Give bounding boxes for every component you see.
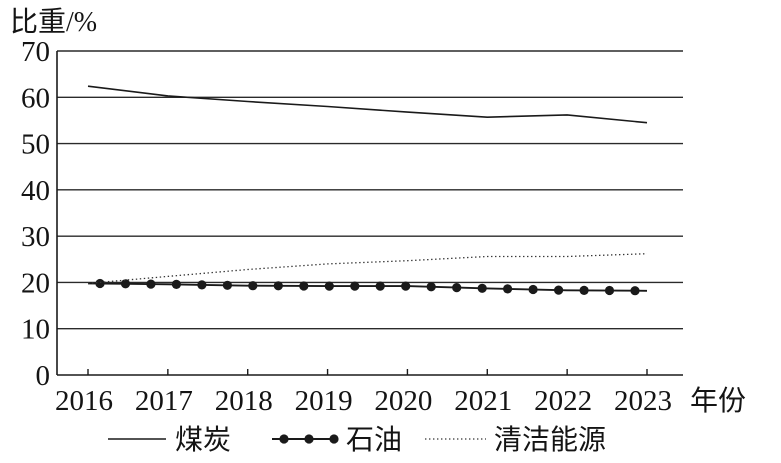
series-marker-oil xyxy=(248,281,258,291)
y-axis-ticks: 0 10 20 30 40 50 60 70 xyxy=(21,36,50,392)
series-group xyxy=(87,85,648,296)
x-tick-label: 2020 xyxy=(374,385,432,417)
series-marker-oil xyxy=(452,283,462,293)
series-marker-oil xyxy=(554,285,564,295)
series-marker-oil xyxy=(630,286,640,296)
y-tick-label: 70 xyxy=(21,36,50,68)
series-marker-oil xyxy=(222,280,232,290)
x-tick-label: 2018 xyxy=(215,385,273,417)
y-tick-label: 50 xyxy=(21,129,50,161)
y-tick-label: 10 xyxy=(21,314,50,346)
series-line-clean-energy xyxy=(87,253,648,285)
series-marker-oil xyxy=(350,281,360,291)
series-line-coal xyxy=(87,85,648,124)
legend-item-oil: 石油 xyxy=(272,424,402,456)
series-marker-oil xyxy=(604,285,615,296)
x-axis-ticks: 2016 2017 2018 2019 2020 2021 2022 2023 xyxy=(55,369,672,417)
legend-label-coal: 煤炭 xyxy=(175,424,231,456)
series-marker-oil xyxy=(426,282,436,292)
legend-item-coal: 煤炭 xyxy=(108,424,231,456)
legend: 煤炭 石油 清洁能源 xyxy=(108,424,606,456)
series-line-oil xyxy=(87,282,648,292)
x-tick-label: 2017 xyxy=(135,385,193,417)
legend-marker-oil xyxy=(279,434,289,444)
legend-marker-oil xyxy=(304,434,314,444)
x-tick-label: 2023 xyxy=(614,385,672,417)
legend-item-clean-energy: 清洁能源 xyxy=(425,424,606,456)
series-marker-oil xyxy=(579,285,589,295)
series-marker-oil xyxy=(401,281,411,291)
series-marker-oil xyxy=(95,278,105,289)
x-tick-label: 2021 xyxy=(454,385,512,417)
x-tick-label: 2022 xyxy=(534,385,592,417)
x-tick-label: 2019 xyxy=(295,385,353,417)
y-tick-label: 0 xyxy=(36,360,51,392)
x-axis-label: 年份 xyxy=(690,385,746,417)
y-tick-label: 40 xyxy=(21,175,50,207)
series-marker-oil xyxy=(197,280,207,290)
x-tick-label: 2016 xyxy=(55,385,113,417)
y-tick-label: 60 xyxy=(21,82,50,114)
legend-label-clean-energy: 清洁能源 xyxy=(494,424,606,456)
legend-label-oil: 石油 xyxy=(346,424,402,456)
series-marker-oil xyxy=(171,279,181,289)
gridlines xyxy=(56,50,683,376)
series-marker-oil xyxy=(477,283,487,293)
y-tick-label: 20 xyxy=(21,267,50,299)
series-marker-oil xyxy=(299,281,309,291)
series-marker-oil xyxy=(528,284,538,295)
series-marker-oil xyxy=(503,284,513,294)
series-marker-oil xyxy=(146,279,156,289)
series-marker-oil xyxy=(375,281,385,291)
series-marker-oil xyxy=(324,281,334,291)
y-tick-label: 30 xyxy=(21,221,50,253)
legend-marker-oil xyxy=(329,434,339,444)
series-marker-oil xyxy=(273,281,283,291)
series-marker-oil xyxy=(120,279,131,289)
y-axis-label: 比重/% xyxy=(10,6,97,38)
